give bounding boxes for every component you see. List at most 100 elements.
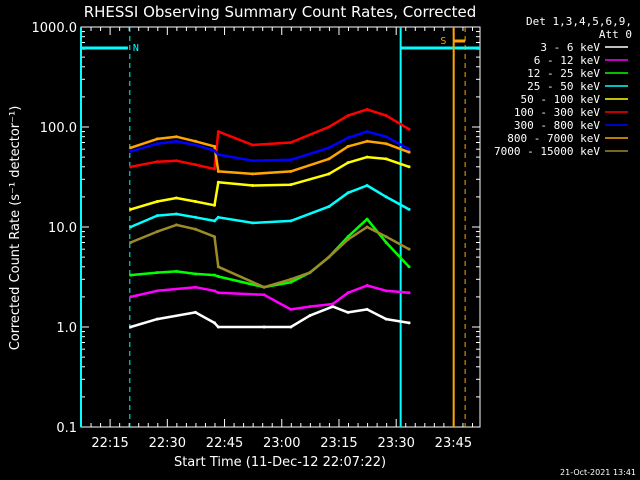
data-point <box>213 235 217 239</box>
data-point <box>216 274 220 278</box>
data-point <box>251 159 255 163</box>
data-point <box>216 215 220 219</box>
data-point <box>365 130 369 134</box>
data-point <box>365 217 369 221</box>
data-point <box>365 284 369 288</box>
data-point <box>289 140 293 144</box>
data-point <box>213 203 217 207</box>
x-tick-labels: 22:15 22:30 22:45 23:00 23:15 23:30 23:45 <box>91 436 472 451</box>
data-point <box>251 184 255 188</box>
data-point <box>155 271 159 275</box>
data-point <box>289 183 293 187</box>
axis-ticks <box>80 27 480 428</box>
data-point <box>384 135 388 139</box>
data-point <box>407 207 411 211</box>
data-point <box>365 107 369 111</box>
data-point <box>129 325 133 329</box>
data-point <box>216 130 220 134</box>
data-point <box>384 235 388 239</box>
data-point <box>155 317 159 321</box>
y-tick-labels: 0.1 1.0 10.0 100.0 1000.0 <box>32 21 78 436</box>
data-point <box>346 235 350 239</box>
data-point <box>289 169 293 173</box>
y-tick-label: 1000.0 <box>32 21 78 36</box>
data-point <box>407 321 411 325</box>
data-point <box>213 167 217 171</box>
x-tick-label: 23:00 <box>263 436 300 451</box>
y-tick-label: 100.0 <box>40 121 77 136</box>
data-point <box>262 285 266 289</box>
legend-header-2: Att 0 <box>599 28 632 41</box>
status-lines: NS <box>80 27 480 427</box>
data-point <box>129 273 133 277</box>
data-point <box>346 310 350 314</box>
data-point <box>129 207 133 211</box>
data-point <box>216 180 220 184</box>
data-point <box>308 305 312 309</box>
data-point <box>384 317 388 321</box>
legend-label: 6 - 12 keV <box>534 54 601 67</box>
footer-timestamp: 21-Oct-2021 13:41 <box>560 468 636 477</box>
data-point <box>346 136 350 140</box>
legend-label: 25 - 50 keV <box>527 80 600 93</box>
data-point <box>384 142 388 146</box>
data-point <box>384 289 388 293</box>
data-point <box>174 135 178 139</box>
data-point <box>193 310 197 314</box>
data-point <box>193 285 197 289</box>
data-point <box>331 302 335 306</box>
data-point <box>331 305 335 309</box>
data-point <box>365 184 369 188</box>
y-tick-label: 0.1 <box>56 421 77 436</box>
data-point <box>193 143 197 147</box>
data-point <box>174 159 178 163</box>
data-point <box>174 269 178 273</box>
data-point <box>327 205 331 209</box>
data-point <box>407 127 411 131</box>
data-point <box>327 255 331 259</box>
data-point <box>155 199 159 203</box>
data-point <box>289 219 293 223</box>
data-point <box>251 143 255 147</box>
data-point <box>193 139 197 143</box>
x-tick-label: 22:30 <box>149 436 186 451</box>
data-point <box>155 142 159 146</box>
data-point <box>365 139 369 143</box>
series-line <box>130 284 410 311</box>
data-point <box>308 314 312 318</box>
data-point <box>213 273 217 277</box>
data-point <box>129 240 133 244</box>
data-point <box>251 172 255 176</box>
series-line <box>130 223 410 289</box>
series-line <box>130 155 410 211</box>
legend-label: 7000 - 15000 keV <box>494 145 600 158</box>
data-point <box>155 230 159 234</box>
plot-frame <box>80 26 481 428</box>
data-point <box>346 144 350 148</box>
data-point <box>384 240 388 244</box>
data-point <box>407 165 411 169</box>
data-point <box>155 289 159 293</box>
data-point <box>346 114 350 118</box>
data-point <box>384 195 388 199</box>
legend-label: 3 - 6 keV <box>540 41 600 54</box>
data-point <box>346 161 350 165</box>
data-point <box>155 214 159 218</box>
x-tick-label: 23:15 <box>320 436 357 451</box>
data-point <box>346 291 350 295</box>
data-point <box>327 157 331 161</box>
y-tick-label: 10.0 <box>48 221 77 236</box>
data-point <box>129 165 133 169</box>
data-point <box>193 227 197 231</box>
data-point <box>407 291 411 295</box>
data-point <box>384 157 388 161</box>
data-point <box>365 307 369 311</box>
data-point <box>216 291 220 295</box>
legend-label: 300 - 800 keV <box>514 119 600 132</box>
data-point <box>213 321 217 325</box>
data-point <box>407 150 411 154</box>
data-point <box>216 169 220 173</box>
x-tick-label: 23:45 <box>435 436 472 451</box>
data-point <box>262 325 266 329</box>
legend-label: 100 - 300 keV <box>514 106 600 119</box>
